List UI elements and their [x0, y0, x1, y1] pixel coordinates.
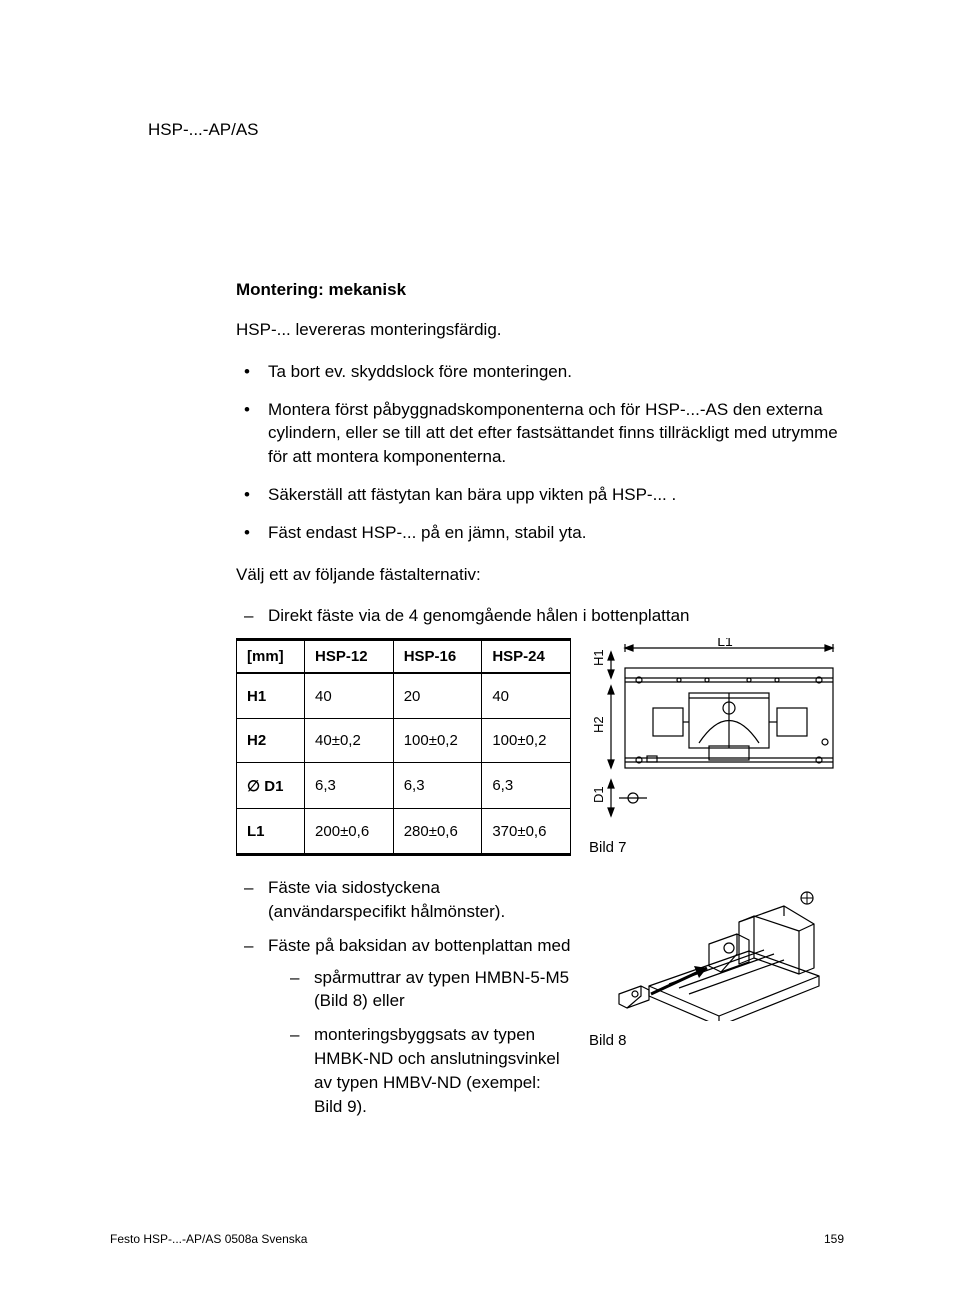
svg-text:L1: L1	[717, 638, 733, 649]
cell: 370±0,6	[482, 809, 571, 855]
row-label: H2	[237, 718, 305, 763]
dash-item: Direkt fäste via de 4 genomgående hålen …	[236, 604, 844, 628]
svg-text:D1: D1	[591, 787, 606, 804]
nested-item: monteringsbyggsats av typen HMBK-ND och …	[288, 1023, 571, 1118]
cell: 40	[305, 673, 394, 718]
figure-7-caption: Bild 7	[589, 839, 844, 856]
cell: 100±0,2	[482, 718, 571, 763]
product-code: HSP-...-AP/AS	[148, 120, 844, 140]
row-label: L1	[237, 809, 305, 855]
dash-item: Fäste på baksidan av bottenplattan med s…	[236, 934, 571, 1119]
bullet-item: Ta bort ev. skyddslock före monteringen.	[236, 360, 844, 384]
instruction-bullets: Ta bort ev. skyddslock före monteringen.…	[236, 360, 844, 545]
nested-item: spårmuttrar av typen HMBN-5-M5 (Bild 8) …	[288, 966, 571, 1014]
mounting-options-cont: Fäste via sidostyckena (användarspecifik…	[236, 876, 571, 1118]
figure-8-diagram	[589, 876, 829, 1021]
cell: 280±0,6	[393, 809, 482, 855]
cell: 6,3	[393, 763, 482, 809]
col-header: [mm]	[237, 640, 305, 674]
page-number: 159	[824, 1232, 844, 1246]
cell: 6,3	[305, 763, 394, 809]
intro-paragraph: HSP-... levereras monteringsfärdig.	[236, 318, 844, 342]
bullet-item: Säkerställ att fästytan kan bära upp vik…	[236, 483, 844, 507]
svg-text:H1: H1	[591, 650, 606, 667]
col-header: HSP-24	[482, 640, 571, 674]
dash-item: Fäste via sidostyckena (användarspecifik…	[236, 876, 571, 924]
col-header: HSP-16	[393, 640, 482, 674]
row-label: ∅ D1	[237, 763, 305, 809]
choose-line: Välj ett av följande fästalternativ:	[236, 563, 844, 587]
figure-8-caption: Bild 8	[589, 1032, 844, 1049]
mounting-options: Direkt fäste via de 4 genomgående hålen …	[236, 604, 844, 628]
cell: 6,3	[482, 763, 571, 809]
cell: 200±0,6	[305, 809, 394, 855]
cell: 40	[482, 673, 571, 718]
col-header: HSP-12	[305, 640, 394, 674]
cell: 20	[393, 673, 482, 718]
row-label: H1	[237, 673, 305, 718]
svg-text:H2: H2	[591, 717, 606, 734]
dimension-table: [mm] HSP-12 HSP-16 HSP-24 H1 40 20 40 H2	[236, 638, 571, 856]
cell: 40±0,2	[305, 718, 394, 763]
bullet-item: Fäst endast HSP-... på en jämn, stabil y…	[236, 521, 844, 545]
bullet-item: Montera först påbyggnadskomponenterna oc…	[236, 398, 844, 469]
figure-7-diagram: L1 H1 H2 D1	[589, 638, 839, 828]
cell: 100±0,2	[393, 718, 482, 763]
section-title: Montering: mekanisk	[236, 280, 844, 300]
footer-left: Festo HSP-...-AP/AS 0508a Svenska	[110, 1232, 307, 1246]
nested-options: spårmuttrar av typen HMBN-5-M5 (Bild 8) …	[268, 966, 571, 1119]
